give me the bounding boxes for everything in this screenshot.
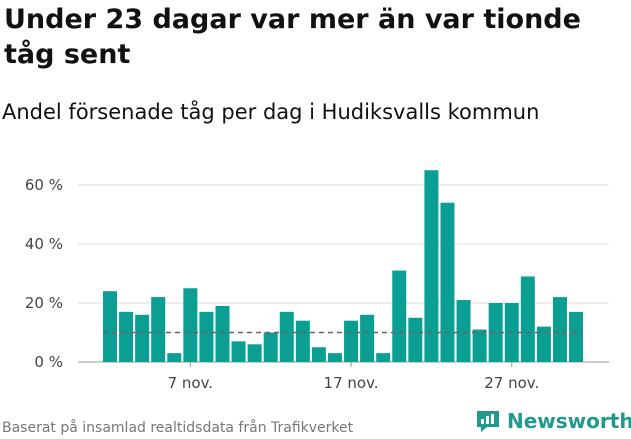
bar <box>167 353 182 362</box>
chart-subtitle: Andel försenade tåg per dag i Hudiksvall… <box>2 100 540 124</box>
bar <box>215 305 230 362</box>
y-tick-label: 20 % <box>25 294 63 312</box>
bar <box>183 288 198 362</box>
bar-chart: 0 % 20 % 40 % 60 % 7 nov. 17 nov. 27 nov. <box>25 170 609 392</box>
newsworthy-logo-icon <box>477 411 499 432</box>
bar <box>344 320 359 362</box>
bar <box>488 303 503 362</box>
bar <box>440 202 455 362</box>
bar <box>392 270 407 362</box>
bar <box>247 344 262 362</box>
brand-logo: Newsworthy <box>475 408 631 434</box>
x-tick-label: 17 nov. <box>324 374 379 392</box>
x-tick-label: 7 nov. <box>168 374 213 392</box>
bar <box>295 320 310 362</box>
bar <box>472 329 487 362</box>
bar <box>327 353 342 362</box>
bar <box>536 326 551 362</box>
y-tick-label: 0 % <box>34 353 63 371</box>
chart-title: Under 23 dagar var mer än var tionde tåg… <box>4 4 581 70</box>
source-note: Baserat på insamlad realtidsdata från Tr… <box>2 420 354 436</box>
bar <box>520 276 535 362</box>
bar <box>151 297 166 362</box>
bar <box>456 300 471 362</box>
bar <box>424 170 439 362</box>
bar <box>569 311 584 362</box>
bar <box>360 314 375 362</box>
x-tick-label: 27 nov. <box>484 374 539 392</box>
bar <box>231 341 246 362</box>
brand-name: Newsworthy <box>507 409 631 433</box>
bar <box>119 311 134 362</box>
bar <box>279 311 294 362</box>
bar <box>199 311 214 362</box>
bar <box>311 347 326 362</box>
y-tick-label: 40 % <box>25 235 63 253</box>
bar <box>408 317 423 362</box>
y-tick-label: 60 % <box>25 176 63 194</box>
bar <box>103 291 117 362</box>
bar <box>135 314 150 362</box>
bar <box>263 332 278 362</box>
bar <box>552 297 567 362</box>
bar <box>376 353 391 362</box>
